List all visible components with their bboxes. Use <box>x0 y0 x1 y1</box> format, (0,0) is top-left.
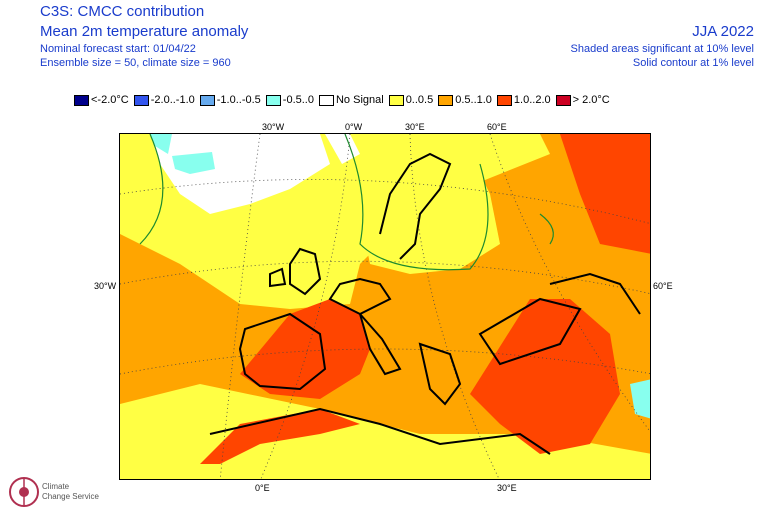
forecast-start-text: Nominal forecast start: 01/04/22 <box>40 43 196 55</box>
anomaly-region-red-north-africa <box>200 409 360 464</box>
significance-contour-note: Solid contour at 1% level <box>632 57 754 69</box>
chart-title: C3S: CMCC contribution <box>40 3 205 20</box>
legend-swatch <box>388 94 404 106</box>
legend-item: 1.0..2.0 <box>496 94 551 106</box>
legend-label: <-2.0°C <box>91 94 129 106</box>
legend-swatch <box>199 94 215 106</box>
legend-swatch <box>555 94 571 106</box>
anomaly-region-yellow-east-europe <box>360 154 500 274</box>
legend-item: > 2.0°C <box>555 94 610 106</box>
legend-label: 0..0.5 <box>405 94 434 106</box>
season-label: JJA 2022 <box>692 23 754 40</box>
copernicus-logo: Climate Change Service <box>6 470 116 516</box>
ensemble-size-text: Ensemble size = 50, climate size = 960 <box>40 57 231 69</box>
anomaly-region-cyan-corner <box>150 134 172 154</box>
logo-text-line1: Climate <box>42 482 70 491</box>
logo-mark <box>9 477 39 507</box>
legend-item: 0.5..1.0 <box>438 94 492 106</box>
anomaly-region-yellow-south <box>120 384 650 479</box>
chart-subtitle: Mean 2m temperature anomaly <box>40 23 249 40</box>
legend-swatch <box>318 94 334 106</box>
legend-label: -0.5..0 <box>282 94 314 106</box>
anomaly-region-cyan-east <box>630 379 650 419</box>
legend-item: 0..0.5 <box>388 94 434 106</box>
legend-item: -0.5..0 <box>265 94 314 106</box>
coastlines <box>209 152 641 455</box>
axis-label-bottom-30e: 30°E <box>497 483 517 493</box>
anomaly-region-red-north-east <box>560 134 650 254</box>
legend-swatch <box>496 94 512 106</box>
legend-item: No Signal <box>318 94 384 106</box>
legend-label: 1.0..2.0 <box>513 94 551 106</box>
axis-label-right-60e: 60°E <box>653 281 673 291</box>
anomaly-region-cyan-north <box>172 152 215 174</box>
anomaly-region-red-iberia <box>240 299 370 399</box>
logo-text-line2: Change Service <box>42 492 99 501</box>
legend-label: No Signal <box>335 94 384 106</box>
color-legend: <-2.0°C -2.0..-1.0 -1.0..-0.5 -0.5..0 No… <box>74 92 615 108</box>
legend-label: > 2.0°C <box>572 94 610 106</box>
axis-label-top-30w: 30°W <box>262 122 285 132</box>
legend-swatch <box>133 94 149 106</box>
legend-item: -1.0..-0.5 <box>199 94 261 106</box>
significance-shaded-note: Shaded areas significant at 10% level <box>570 43 754 55</box>
legend-swatch <box>265 94 281 106</box>
axis-label-bottom-0e: 0°E <box>255 483 270 493</box>
significance-contours <box>139 134 554 271</box>
legend-label: 0.5..1.0 <box>455 94 492 106</box>
legend-label: -1.0..-0.5 <box>216 94 261 106</box>
axis-label-top-0w: 0°W <box>345 122 363 132</box>
legend-swatch <box>438 94 454 106</box>
anomaly-region-no-signal-2 <box>325 134 360 164</box>
axis-label-top-60e: 60°E <box>487 122 507 132</box>
legend-swatch <box>74 94 89 106</box>
anomaly-map <box>119 133 651 480</box>
axis-label-top-30e: 30°E <box>405 122 425 132</box>
axis-label-left-30w: 30°W <box>94 281 117 291</box>
legend-item: -2.0..-1.0 <box>133 94 195 106</box>
graticule <box>120 134 650 479</box>
anomaly-region-red-east-med <box>470 299 620 454</box>
legend-label: -2.0..-1.0 <box>150 94 195 106</box>
legend-item: <-2.0°C <box>74 94 129 106</box>
